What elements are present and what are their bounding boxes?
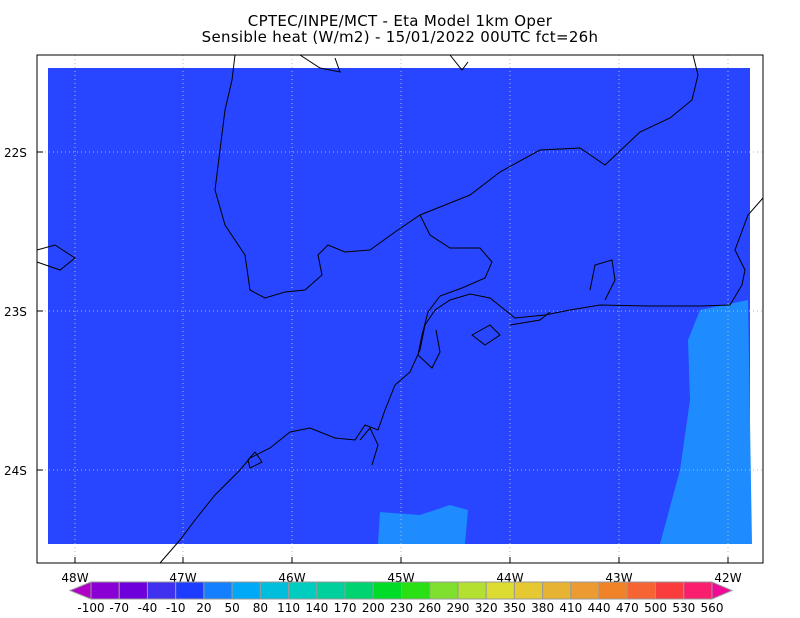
colorbar-swatch: [259, 581, 290, 600]
colorbar-swatch: [655, 581, 685, 600]
colorbar-swatch: [570, 581, 600, 600]
colorbar-level-label: 380: [531, 601, 554, 615]
map-frame: [36, 54, 764, 564]
colorbar-swatch: [372, 581, 403, 600]
colorbar-level-label: 50: [224, 601, 239, 615]
colorbar-swatch: [401, 581, 431, 600]
colorbar-swatch: [118, 581, 148, 600]
colorbar-swatch: [626, 581, 657, 600]
colorbar-swatch: [344, 581, 374, 600]
colorbar-level-label: 470: [616, 601, 639, 615]
coast-west-edge: [36, 244, 76, 271]
colorbar-swatch: [146, 581, 177, 600]
colorbar-swatch: [429, 581, 459, 600]
colorbar-swatch: [513, 581, 544, 600]
state-border-mg-sp: [214, 54, 699, 299]
ocean-field-south: [378, 505, 468, 544]
grid-lines: [37, 55, 763, 563]
colorbar-swatch: [316, 581, 346, 600]
colorbar-level-label: 440: [588, 601, 611, 615]
colorbar-swatch: [598, 581, 628, 600]
island-outline: [247, 427, 379, 469]
colorbar-level-label: -70: [109, 601, 129, 615]
colorbar-swatch: [485, 581, 515, 600]
colorbar-swatch: [203, 581, 233, 600]
lat-label: 24S: [4, 464, 27, 478]
colorbar-swatch: [90, 581, 120, 600]
colorbar-level-label: 500: [644, 601, 667, 615]
lat-label: 22S: [4, 146, 27, 160]
colorbar-level-label: 320: [475, 601, 498, 615]
colorbar-level-label: 230: [390, 601, 413, 615]
coast-top-edge: [299, 54, 469, 73]
colorbar-level-label: -10: [166, 601, 186, 615]
colorbar-swatch: [231, 581, 261, 600]
colorbar-level-label: 410: [559, 601, 582, 615]
colorbar-level-label: 80: [253, 601, 268, 615]
colorbar-swatch: [457, 581, 487, 600]
colorbar-level-label: 350: [503, 601, 526, 615]
colorbar-level-label: -100: [77, 601, 104, 615]
colorbar-level-label: 170: [334, 601, 357, 615]
colorbar-level-label: 140: [305, 601, 328, 615]
colorbar-swatch: [542, 581, 572, 600]
colorbar-level-label: 200: [362, 601, 385, 615]
lon-label: 48W: [61, 571, 88, 585]
colorbar-level-label: 530: [672, 601, 695, 615]
colorbar-level-label: 20: [196, 601, 211, 615]
colorbar: -100 -70 -40 -10 20 50 80 110 140 170 200 230 260 290…: [68, 581, 734, 615]
ocean-field-east: [660, 300, 752, 544]
colorbar-level-label: 260: [418, 601, 441, 615]
title-line-2: Sensible heat (W/m2) - 15/01/2022 00UTC …: [201, 28, 599, 46]
colorbar-level-label: 290: [447, 601, 470, 615]
colorbar-level-label: 560: [701, 601, 724, 615]
bay-outline: [471, 259, 616, 346]
lat-label: 23S: [4, 305, 27, 319]
colorbar-swatch: [683, 581, 713, 600]
colorbar-swatch: [288, 581, 318, 600]
colorbar-swatch: [175, 581, 205, 600]
colorbar-level-label: -40: [138, 601, 158, 615]
state-border-rj: [417, 214, 493, 369]
lon-label: 42W: [714, 571, 741, 585]
colorbar-level-label: 110: [277, 601, 300, 615]
title-line-1: CPTEC/INPE/MCT - Eta Model 1km Oper: [247, 12, 553, 30]
